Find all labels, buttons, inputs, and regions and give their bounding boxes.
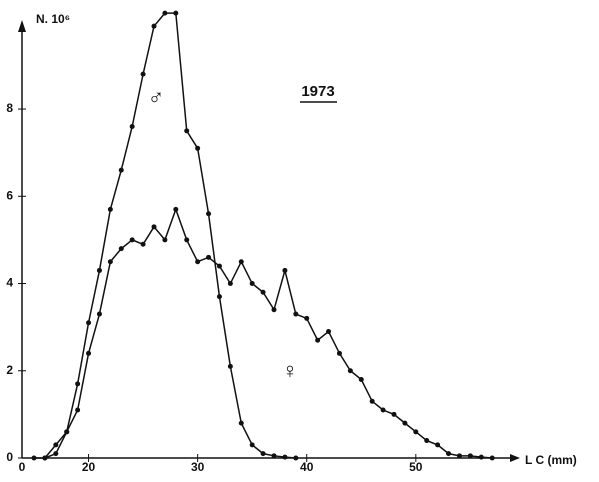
data-point [140, 241, 146, 247]
data-point [216, 263, 222, 269]
data-point [282, 454, 288, 460]
data-point [435, 442, 441, 448]
data-point [315, 337, 321, 343]
y-tick-label: 8 [6, 101, 13, 115]
y-tick-label: 0 [6, 450, 13, 464]
y-tick-label: 6 [6, 188, 13, 202]
data-point [96, 267, 102, 273]
data-point [293, 311, 299, 317]
x-tick-label: 30 [191, 460, 205, 474]
data-point [336, 350, 342, 356]
data-point [238, 259, 244, 265]
data-point [31, 455, 37, 461]
data-point [75, 381, 81, 387]
data-point [467, 453, 473, 459]
data-point [260, 289, 266, 295]
data-point [75, 407, 81, 413]
data-point [260, 451, 266, 457]
data-point [249, 281, 255, 287]
y-axis-label: N. 10⁶ [36, 12, 70, 26]
data-point [402, 420, 408, 426]
data-point [86, 320, 92, 326]
data-point [162, 237, 168, 243]
data-point [53, 442, 59, 448]
data-point [107, 206, 113, 212]
data-point [118, 167, 124, 173]
data-point [271, 453, 277, 459]
data-point [173, 10, 179, 16]
data-point [478, 454, 484, 460]
data-point [107, 259, 113, 265]
data-point [206, 254, 212, 260]
data-point [206, 211, 212, 217]
data-point [184, 128, 190, 134]
data-point [446, 451, 452, 457]
female-annotation: ♀ [282, 358, 299, 383]
x-origin-label: 0 [19, 460, 26, 474]
data-point [380, 407, 386, 413]
data-point [293, 455, 299, 461]
series-line [34, 207, 493, 459]
x-axis-arrow [510, 454, 520, 462]
data-point [489, 455, 495, 461]
data-point [271, 307, 277, 313]
data-point [195, 259, 201, 265]
data-point [162, 10, 168, 16]
data-point [347, 368, 353, 374]
y-tick-label: 4 [6, 276, 13, 290]
data-point [86, 350, 92, 356]
data-point [326, 329, 332, 335]
data-point [424, 438, 430, 444]
data-point [238, 420, 244, 426]
year-annotation: 1973 [301, 83, 334, 100]
data-point [391, 411, 397, 417]
male-annotation: ♂ [148, 84, 165, 109]
data-point [64, 429, 70, 435]
data-point [249, 442, 255, 448]
x-tick-label: 20 [82, 460, 96, 474]
data-point [413, 429, 419, 435]
data-point [195, 145, 201, 151]
data-point [96, 311, 102, 317]
x-axis-label: L C (mm) [525, 453, 577, 467]
data-point [129, 123, 135, 129]
data-point [369, 398, 375, 404]
data-point [151, 23, 157, 29]
data-point [53, 451, 59, 457]
data-point [129, 237, 135, 243]
data-point [140, 71, 146, 77]
y-axis-arrow [18, 20, 26, 32]
data-point [227, 281, 233, 287]
data-point [216, 294, 222, 300]
data-point [304, 315, 310, 321]
x-tick-label: 50 [409, 460, 423, 474]
data-point [358, 376, 364, 382]
data-point [184, 237, 190, 243]
data-point [42, 455, 48, 461]
data-point [173, 206, 179, 212]
x-tick-label: 40 [300, 460, 314, 474]
data-point [456, 453, 462, 459]
series-line [44, 12, 296, 459]
data-point [151, 224, 157, 230]
data-point [282, 267, 288, 273]
data-point [227, 363, 233, 369]
data-point [118, 246, 124, 252]
y-tick-label: 2 [6, 363, 13, 377]
